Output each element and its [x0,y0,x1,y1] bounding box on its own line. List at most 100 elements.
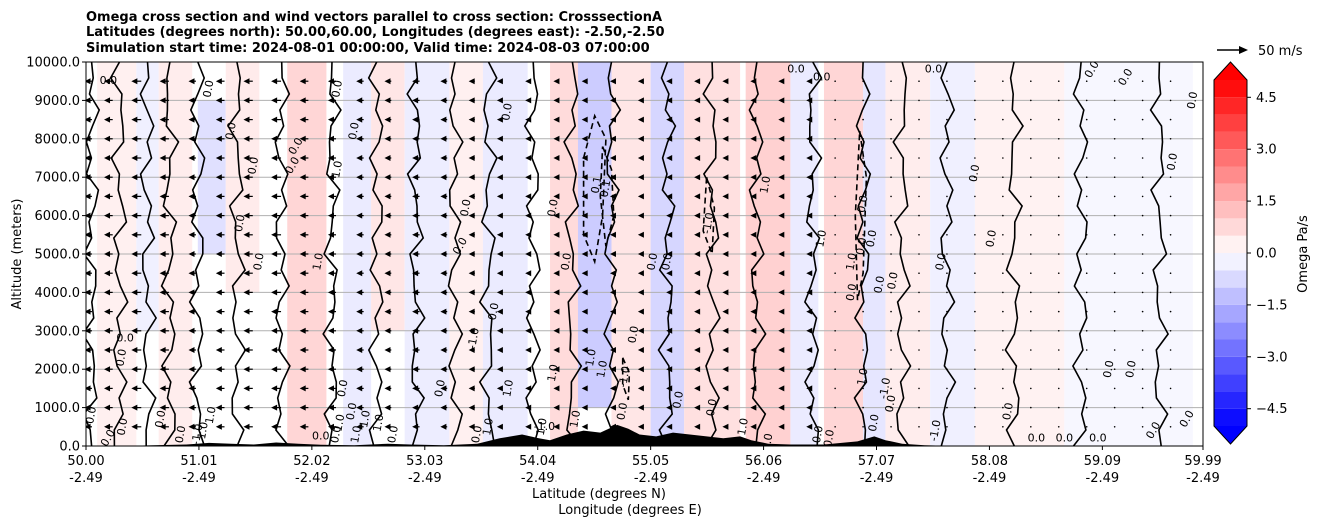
x-tick-label-longitude: -2.49 [860,471,894,486]
wind-vector-head [86,135,91,142]
wind-vector-head [384,155,391,161]
colorbar-band [1214,201,1247,219]
y-tick-label: 4000.0 [35,286,81,301]
x-axis-label-latitude: Latitude (degrees N) [532,487,666,502]
wind-vector [1141,387,1144,390]
title-line-2: Latitudes (degrees north): 50.00,60.00, … [86,25,665,40]
wind-vector [890,426,892,428]
wind-vector-head [806,135,813,142]
wind-vector [1141,368,1144,371]
wind-vector-head [215,155,222,161]
wind-vector-head [496,78,503,85]
wind-vector [1057,253,1060,255]
wind-vector-head [215,116,222,123]
wind-vector-head [271,289,278,296]
wind-vector-head [694,135,701,142]
wind-vector-head [553,174,560,181]
wind-vector-head [299,135,306,142]
wind-vector-head [440,193,447,200]
contour-label: 0.0 [153,409,169,428]
wind-vector-head [806,251,813,257]
wind-vector-head [496,423,503,430]
wind-vector-head [525,174,532,181]
wind-vector [862,349,864,351]
wind-vector-head [271,135,278,142]
wind-vector-head [806,385,813,392]
contour-label: 1.0 [500,379,516,398]
wind-vector-head [327,155,334,161]
wind-vector-head [131,308,138,315]
wind-vector [1169,310,1172,313]
wind-vector [1169,234,1172,236]
wind-vector-head [215,97,222,104]
wind-vector-head [440,155,447,161]
wind-vector-head [468,385,475,392]
wind-vector-head [327,231,334,238]
wind-vector-head [637,385,644,392]
wind-vector-head [750,327,757,334]
contour-label: 0.1 [589,175,605,194]
wind-vector [1002,138,1004,140]
wind-vector [946,368,948,371]
wind-vector-head [525,193,532,200]
wind-vector-head [722,231,729,238]
wind-vector [862,214,864,217]
wind-vector-head [581,135,588,142]
wind-vector-head [694,155,701,161]
wind-vector-head [440,366,447,373]
wind-vector-head [778,366,785,373]
wind-vector-head [553,270,560,277]
wind-vector-head [159,251,166,257]
wind-vector [1141,195,1144,198]
wind-vector-head [637,135,644,142]
wind-vector-head [440,97,447,104]
wind-vector [1057,349,1060,351]
wind-vector-head [750,212,757,219]
wind-vector [834,349,836,351]
contour-label: 0.0 [670,390,686,409]
wind-vector [1030,272,1032,275]
wind-vector [1141,310,1144,313]
wind-vector-head [553,327,560,334]
wind-vector-head [327,97,334,104]
wind-vector-head [271,270,278,277]
wind-vector-head [553,193,560,200]
wind-vector-head [609,385,616,392]
wind-vector-head [384,347,391,353]
wind-vector-head [384,308,391,315]
wind-vector-head [496,327,503,334]
wind-vector-head [806,116,813,123]
wind-vector [890,330,892,332]
contour-label: 0.0 [885,271,901,290]
contour-label: 0.0 [983,229,999,248]
colorbar-tick-label: −4.5 [1256,402,1288,417]
x-axis-label-longitude: Longitude (degrees E) [558,503,702,518]
wind-vector-head [750,404,757,411]
wind-vector-head [412,116,419,123]
wind-vector [918,349,920,351]
wind-vector-head [525,270,532,277]
wind-vector [1113,99,1116,102]
wind-vector-head [806,174,813,181]
wind-vector [1057,310,1060,313]
wind-vector [1057,138,1060,140]
wind-vector-head [553,116,560,123]
wind-vector-head [806,97,813,104]
wind-vector-head [637,289,644,296]
wind-vector-head [496,404,503,411]
wind-vector [1002,214,1004,217]
wind-vector-head [637,155,644,161]
wind-vector [1113,157,1116,159]
wind-vector-head [722,404,729,411]
wind-vector-head [468,116,475,123]
wind-vector-head [778,385,785,392]
wind-vector [946,176,948,178]
wind-vector [1141,214,1144,217]
wind-vector-head [666,385,673,392]
wind-vector-head [104,385,111,392]
wind-vector-head [694,366,701,373]
wind-vector [862,80,864,82]
wind-vector-head [581,193,588,200]
wind-vector [974,291,976,294]
quiver-key: 50 m/s [1217,44,1303,59]
